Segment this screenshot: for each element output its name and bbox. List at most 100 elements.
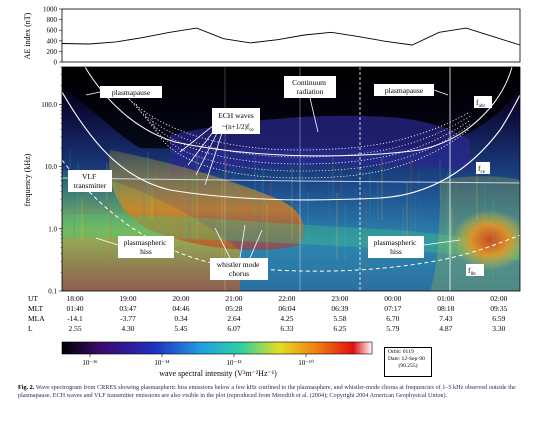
ephemeris-cell: 4.30 bbox=[121, 324, 134, 333]
frequency-y-tick-label: 100.0 bbox=[41, 101, 57, 109]
colorbar-tick-label: 10⁻¹² bbox=[227, 359, 242, 367]
colorbar-tick-label: 10⁻¹⁰ bbox=[298, 359, 314, 367]
ephemeris-table: UT 18:00 19:00 20:00 21:00 22:00 23:00 00:00 01:… bbox=[28, 294, 508, 333]
ae-y-tick-label: 0 bbox=[54, 59, 58, 67]
annotation-arrow bbox=[423, 239, 461, 246]
colorbar: 10⁻¹⁶ 10⁻¹⁴ 10⁻¹² 10⁻¹⁰ wave spectral inten… bbox=[61, 341, 373, 378]
annotation-box bbox=[212, 108, 260, 134]
ae-y-tick-label: 1000 bbox=[43, 6, 58, 14]
ephemeris-cell: 06:04 bbox=[278, 304, 295, 313]
orbit-doy: (90.255) bbox=[398, 363, 418, 370]
annotation-box bbox=[474, 96, 492, 108]
orbit-date: Date: 12-Sep-90 bbox=[388, 356, 425, 363]
orbit-info-box: Orbit: 0119 Date: 12-Sep-90 (90.255) bbox=[384, 347, 432, 377]
spectrogram-panel: 100.0 10.0 1.0 0.1 frequency (kHz) plasmapa… bbox=[23, 66, 521, 296]
ephemeris-row-label: L bbox=[28, 324, 33, 333]
ephemeris-cell: 5.45 bbox=[174, 324, 187, 333]
annotation-box bbox=[210, 258, 268, 280]
ae-panel: 1000 800 600 400 200 0 AE index (nT) bbox=[23, 6, 521, 67]
ephemeris-cell: 08:18 bbox=[437, 304, 454, 313]
caption-label: Fig. 2. bbox=[18, 384, 35, 391]
annotation-ech-harmonic: ~(n+1/2)fce bbox=[222, 123, 254, 133]
frequency-y-tick-label: 1.0 bbox=[48, 225, 57, 233]
ephemeris-cell: 06:39 bbox=[331, 304, 348, 313]
annotation-hiss-left: plasmaspheric hiss bbox=[124, 238, 169, 256]
hiss-region-right bbox=[452, 210, 520, 270]
annotations: plasmapause ECH waves ~(n+1/2)fce Contin… bbox=[68, 76, 492, 280]
ephemeris-cell: 0.34 bbox=[174, 314, 187, 323]
fce-curve bbox=[62, 91, 520, 201]
annotation-ech-waves: ECH waves bbox=[218, 111, 254, 120]
annotation-box bbox=[466, 264, 484, 276]
ephemeris-cell: 7.43 bbox=[439, 314, 452, 323]
ephemeris-cell: 04:46 bbox=[172, 304, 189, 313]
ephemeris-cell: 01:40 bbox=[66, 304, 83, 313]
annotation-chorus: whistler mode chorus bbox=[217, 260, 262, 278]
ephemeris-cell: 23:00 bbox=[331, 294, 348, 303]
annotation-flhr: flhr bbox=[468, 266, 476, 277]
ephemeris-cell: 19:00 bbox=[119, 294, 136, 303]
ae-y-tick-label: 600 bbox=[47, 27, 58, 35]
annotation-plasmapause-right: plasmapause bbox=[385, 86, 424, 95]
ae-y-label: AE index (nT) bbox=[23, 12, 32, 59]
frequency-y-tick-label: 0.1 bbox=[48, 288, 57, 296]
ephemeris-cell: 01:00 bbox=[437, 294, 454, 303]
ephemeris-cell: 6.59 bbox=[492, 314, 505, 323]
annotation-continuum: Continuum radiation bbox=[292, 78, 328, 96]
annotation-fuhr: fuhr bbox=[476, 98, 486, 109]
hiss-region-right-outer bbox=[430, 176, 520, 291]
ephemeris-cell: 2.64 bbox=[227, 314, 240, 323]
ephemeris-cell: 6.25 bbox=[333, 324, 346, 333]
ephemeris-cell: 18:00 bbox=[66, 294, 83, 303]
ephemeris-cell: 6.33 bbox=[280, 324, 293, 333]
annotation-arrow bbox=[309, 97, 319, 133]
annotation-box bbox=[374, 84, 434, 96]
ae-series-line bbox=[61, 27, 521, 46]
harmonic-curve bbox=[119, 89, 471, 151]
annotation-arrow bbox=[95, 237, 119, 246]
ephemeris-cell: 05:28 bbox=[225, 304, 242, 313]
ephemeris-cell: 09:35 bbox=[490, 304, 507, 313]
ae-y-tick-label: 800 bbox=[47, 16, 58, 24]
orbit-line: Orbit: 0119 bbox=[388, 349, 414, 355]
annotation-arrow bbox=[85, 91, 101, 96]
ephemeris-cell: -3.77 bbox=[120, 314, 136, 323]
chorus-arrows bbox=[214, 224, 263, 259]
ephemeris-cell: 03:47 bbox=[119, 304, 136, 313]
annotation-fce: fce bbox=[478, 164, 486, 175]
harmonic-curve bbox=[151, 117, 471, 179]
hiss-region-left bbox=[62, 170, 240, 291]
colorbar-gradient bbox=[61, 341, 373, 355]
ephemeris-cell: 21:00 bbox=[225, 294, 242, 303]
annotation-box bbox=[284, 76, 336, 98]
ae-frame bbox=[61, 8, 521, 63]
ephemeris-cell: 3.30 bbox=[492, 324, 505, 333]
colorbar-tick-label: 10⁻¹⁶ bbox=[82, 359, 98, 367]
ech-arrows bbox=[179, 124, 223, 186]
annotation-box bbox=[118, 236, 174, 258]
ephemeris-cell: 5.58 bbox=[333, 314, 346, 323]
frequency-y-tick-label: 10.0 bbox=[45, 163, 58, 171]
ae-y-tick-label: 200 bbox=[47, 48, 58, 56]
colorbar-tick-label: 10⁻¹⁴ bbox=[154, 359, 170, 367]
ephemeris-cell: 4.87 bbox=[439, 324, 452, 333]
ephemeris-cell: -14.1 bbox=[67, 314, 83, 323]
ephemeris-cell: 6.70 bbox=[386, 314, 399, 323]
ephemeris-cell: 5.79 bbox=[386, 324, 399, 333]
frequency-y-label: frequency (kHz) bbox=[23, 153, 32, 206]
annotation-hiss-right: plasmaspheric hiss bbox=[374, 238, 419, 256]
colorbar-label: wave spectral intensity (V²m⁻²Hz⁻¹) bbox=[159, 369, 277, 378]
ephemeris-cell: 22:00 bbox=[278, 294, 295, 303]
figure-caption: Fig. 2. Wave spectrogram from CRRES show… bbox=[18, 384, 523, 401]
annotation-box bbox=[68, 170, 112, 192]
ephemeris-cell: 20:00 bbox=[172, 294, 189, 303]
ephemeris-cell: 00:00 bbox=[384, 294, 401, 303]
ae-y-tick-label: 400 bbox=[47, 37, 58, 45]
frequency-y-ticks: 100.0 10.0 1.0 0.1 bbox=[41, 66, 62, 296]
ephemeris-cell: 07:17 bbox=[384, 304, 401, 313]
ephemeris-cell: 4.25 bbox=[280, 314, 293, 323]
ephemeris-row-label: MLT bbox=[28, 304, 44, 313]
annotation-arrow bbox=[433, 89, 449, 96]
annotation-box bbox=[476, 162, 490, 174]
